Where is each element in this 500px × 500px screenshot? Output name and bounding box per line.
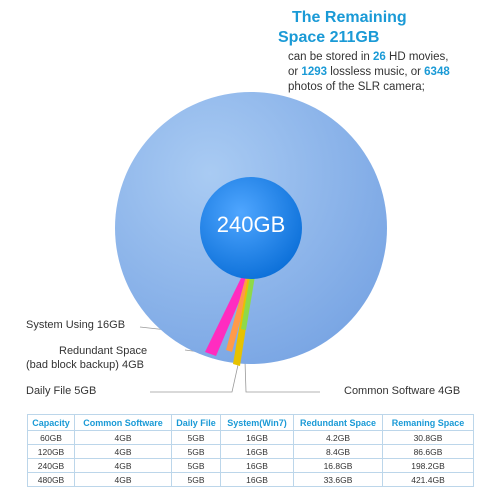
label-redundant-line2: (bad block backup) 4GB — [26, 359, 145, 371]
col-capacity: Capacity — [27, 414, 75, 431]
label-software: Common Software 4GB — [344, 385, 461, 397]
desc-text: lossless music, or — [327, 66, 425, 78]
col-daily-file: Daily File — [171, 414, 221, 431]
table-cell: 5GB — [171, 458, 221, 473]
table-cell: 5GB — [171, 430, 221, 445]
desc-text: HD movies, — [385, 51, 449, 63]
col-system: System(Win7) — [220, 414, 294, 431]
table-cell: 198.2GB — [382, 458, 474, 473]
table-row: 120GB 4GB 5GB 16GB 8.4GB 86.6GB — [27, 444, 474, 459]
table-cell: 240GB — [27, 458, 75, 473]
table-cell: 8.4GB — [293, 444, 383, 459]
label-redundant-line1: Redundant Space — [59, 345, 148, 357]
total-capacity-label: 240GB — [216, 212, 286, 237]
remaining-description: can be stored in 26 HD movies, or 1293 l… — [288, 50, 492, 95]
label-daily: Daily File 5GB — [26, 385, 97, 397]
label-system: System Using 16GB — [26, 319, 126, 331]
table-row: 60GB 4GB 5GB 16GB 4.2GB 30.8GB — [27, 430, 474, 445]
desc-text: or — [288, 66, 302, 78]
table-cell: 4GB — [74, 472, 172, 487]
photos-count: 6348 — [424, 66, 450, 78]
col-remaining-space: Remaning Space — [382, 414, 474, 431]
software-wedge — [241, 276, 255, 330]
table-cell: 120GB — [27, 444, 75, 459]
total-capacity-circle — [200, 177, 302, 279]
table-cell: 60GB — [27, 430, 75, 445]
table-cell: 5GB — [171, 472, 221, 487]
movies-count: 26 — [373, 51, 386, 63]
capacity-table: Capacity Common Software Daily File Syst… — [27, 414, 474, 487]
table-cell: 4GB — [74, 444, 172, 459]
desc-text: photos of the SLR camera; — [288, 81, 425, 93]
table-cell: 421.4GB — [382, 472, 474, 487]
table-cell: 16GB — [220, 430, 294, 445]
table-header-row: Capacity Common Software Daily File Syst… — [27, 414, 474, 431]
table-cell: 480GB — [27, 472, 75, 487]
table-cell: 30.8GB — [382, 430, 474, 445]
table-cell: 16GB — [220, 444, 294, 459]
leader-daily — [150, 364, 239, 393]
table-cell: 4GB — [74, 458, 172, 473]
table-row: 480GB 4GB 5GB 16GB 33.6GB 421.4GB — [27, 472, 474, 487]
col-common-software: Common Software — [74, 414, 172, 431]
table-cell: 4.2GB — [293, 430, 383, 445]
table-cell: 33.6GB — [293, 472, 383, 487]
desc-text: can be stored in — [288, 51, 374, 63]
table-cell: 86.6GB — [382, 444, 474, 459]
table-row: 240GB 4GB 5GB 16GB 16.8GB 198.2GB — [27, 458, 474, 473]
system-wedge — [205, 276, 250, 356]
disk-space-graphic — [115, 92, 387, 393]
remaining-title-line1: The Remaining — [292, 9, 407, 26]
table-cell: 16GB — [220, 472, 294, 487]
table-cell: 4GB — [74, 430, 172, 445]
table-cell: 5GB — [171, 444, 221, 459]
music-count: 1293 — [301, 66, 328, 78]
remaining-title-line2: Space 211GB — [278, 29, 380, 46]
col-redundant-space: Redundant Space — [293, 414, 383, 431]
table-cell: 16GB — [220, 458, 294, 473]
remaining-space-headline: The Remaining Space 211GB can be stored … — [278, 8, 492, 95]
table-cell: 16.8GB — [293, 458, 383, 473]
